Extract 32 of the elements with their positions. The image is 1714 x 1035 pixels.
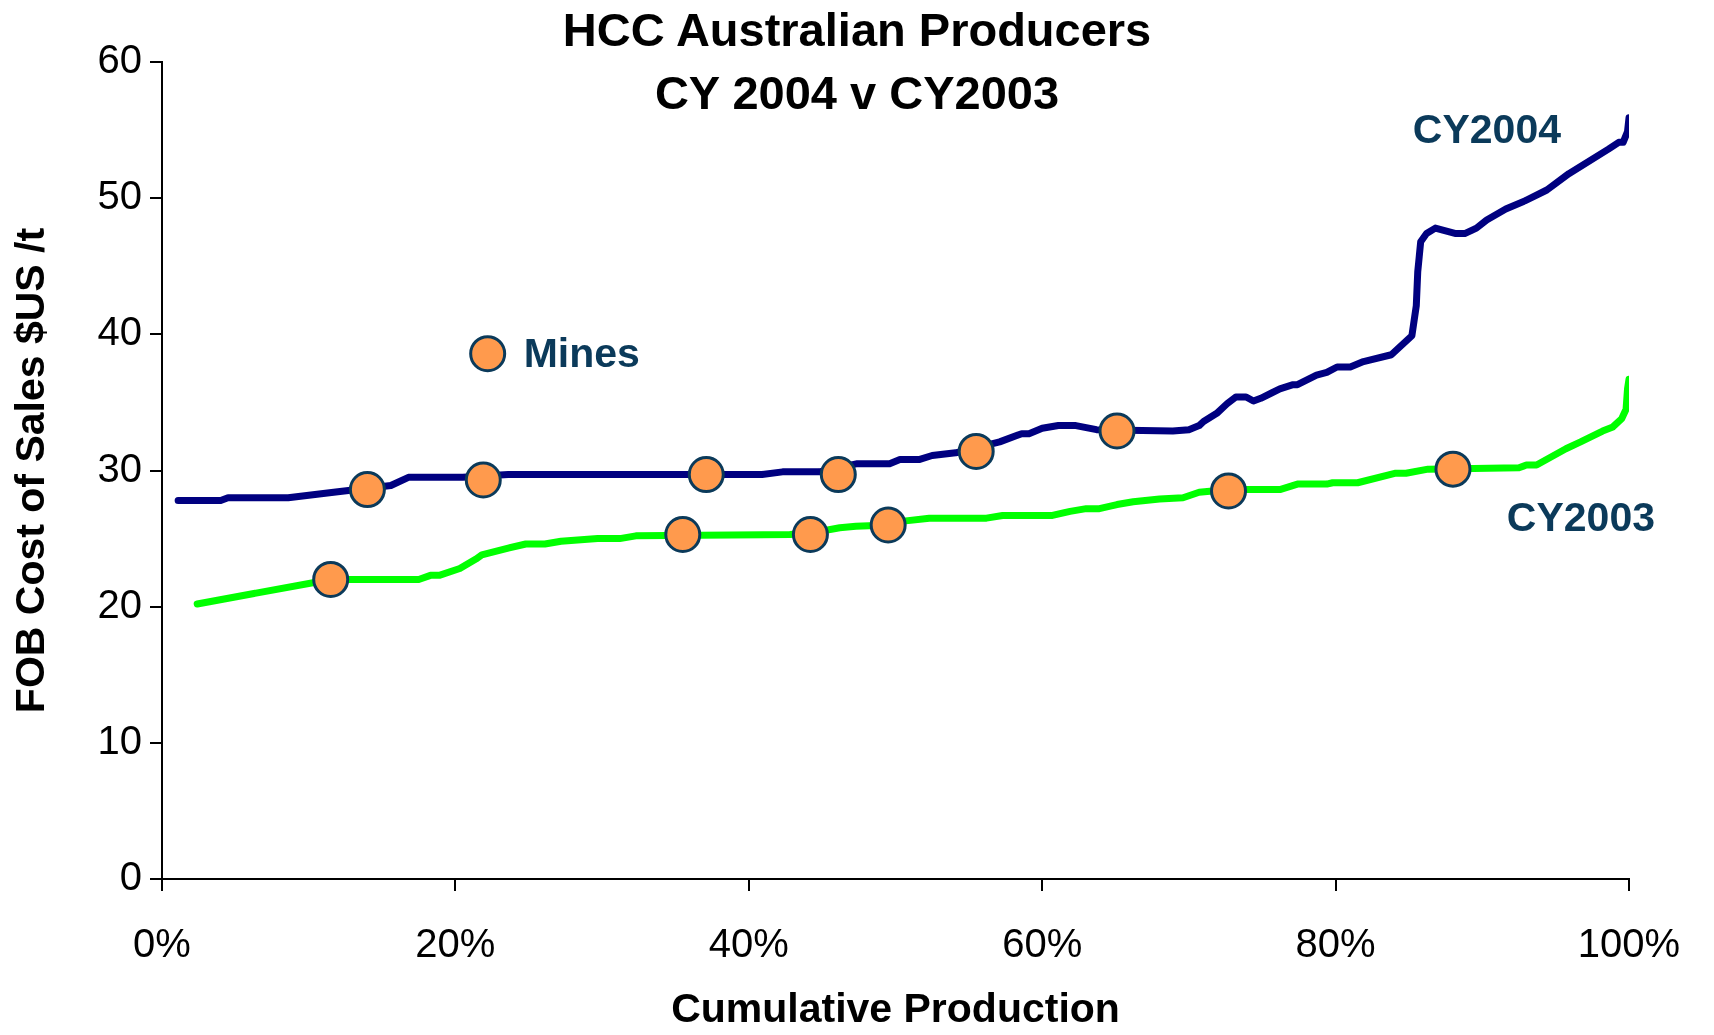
point — [1210, 472, 1248, 510]
y-tick-label: 60 — [97, 37, 142, 82]
x-tick-label: 60% — [1002, 921, 1083, 966]
x-tick-label: 80% — [1295, 921, 1376, 966]
y-axis-title: FOB Cost of Sales $US /t — [6, 227, 53, 714]
point — [1098, 412, 1136, 450]
point — [687, 456, 725, 494]
point — [664, 516, 702, 553]
x-tick-label: 100% — [1577, 921, 1681, 966]
x-tick-label: 0% — [133, 921, 191, 966]
x-axis-title: Cumulative Production — [671, 984, 1120, 1031]
y-tick-label: 10 — [97, 717, 142, 762]
point — [819, 456, 857, 494]
y-tick-label: 40 — [97, 309, 142, 354]
point — [312, 560, 350, 598]
point — [1434, 450, 1472, 488]
point — [957, 432, 995, 470]
y-tick-label: 20 — [97, 581, 142, 626]
point — [791, 516, 829, 553]
series-label: CY2004 — [1412, 106, 1562, 153]
chart-title: HCC Australian Producers — [562, 2, 1152, 56]
y-tick-label: 50 — [97, 173, 142, 218]
y-tick-label: 30 — [97, 445, 142, 490]
point — [348, 471, 386, 509]
y-tick-label: 0 — [119, 854, 142, 899]
point — [464, 461, 502, 499]
chart-subtitle: CY 2004 v CY2003 — [654, 65, 1060, 119]
point — [869, 506, 907, 544]
x-tick-label: 40% — [708, 921, 789, 966]
series-label: CY2003 — [1506, 493, 1655, 540]
legend-label: Mines — [523, 329, 640, 376]
x-tick-label: 20% — [415, 921, 496, 966]
